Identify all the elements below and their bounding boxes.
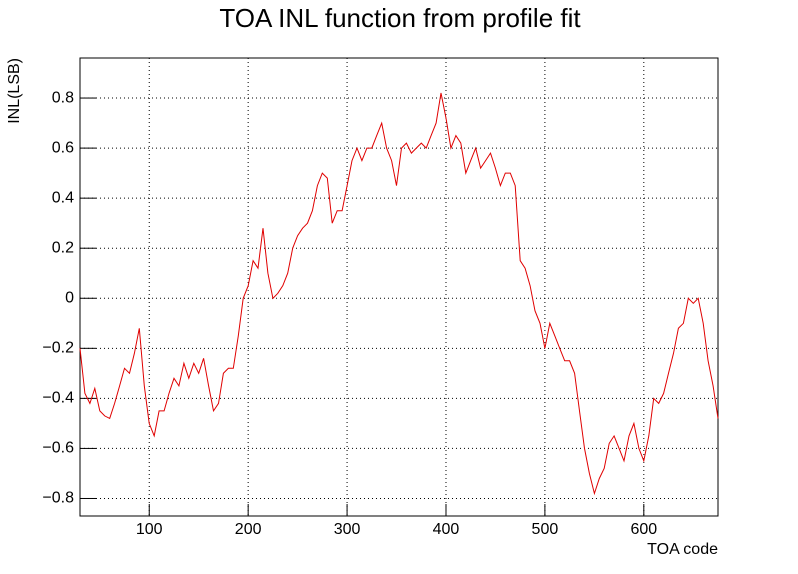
y-tick-label: −0.6	[42, 440, 74, 457]
y-tick-label: 0.6	[52, 139, 74, 156]
x-tick-label: 500	[532, 521, 559, 538]
x-tick-label: 200	[235, 521, 262, 538]
y-tick-label: 0.8	[52, 89, 74, 106]
plot-frame	[79, 57, 719, 517]
y-tick-label: 0.4	[52, 189, 74, 206]
x-tick-label: 300	[334, 521, 361, 538]
y-axis-label: INL(LSB)	[6, 58, 23, 124]
x-tick-label: 400	[433, 521, 460, 538]
y-tick-label: 0.2	[52, 239, 74, 256]
y-tick-label: 0	[65, 289, 74, 306]
x-tick-label: 100	[136, 521, 163, 538]
data-line	[79, 92, 719, 496]
x-axis-label: TOA code	[647, 541, 718, 558]
x-tick-label: 600	[630, 521, 657, 538]
y-tick-label: −0.8	[42, 490, 74, 507]
chart-title: TOA INL function from profile fit	[219, 3, 581, 33]
y-tick-label: −0.2	[42, 340, 74, 357]
y-tick-label: −0.4	[42, 390, 74, 407]
